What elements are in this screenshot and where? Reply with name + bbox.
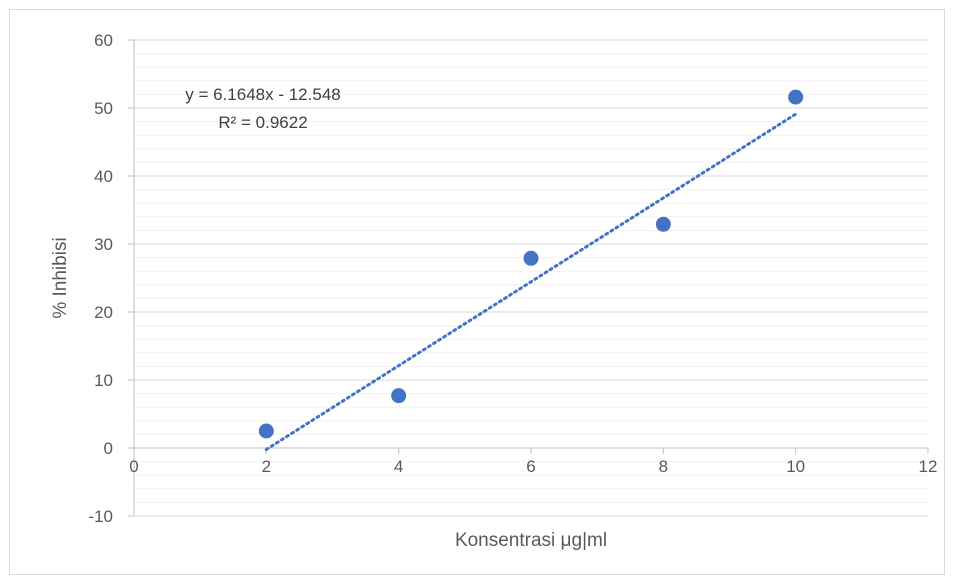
tick-labels: 0 2 4 6 8 10 12 60 50 40 30 20 10 0 -10 [88, 31, 937, 526]
data-points [258, 89, 804, 439]
x-tick-label: 6 [526, 457, 535, 476]
y-tick-label: 40 [94, 167, 113, 186]
y-tick-label: 10 [94, 371, 113, 390]
data-point [523, 250, 539, 266]
x-tick-label: 4 [394, 457, 403, 476]
y-tick-label: 60 [94, 31, 113, 50]
x-tick-label: 0 [129, 457, 138, 476]
trendline [264, 112, 798, 451]
y-tick-label: -10 [88, 507, 113, 526]
x-tick-label: 8 [659, 457, 668, 476]
data-point [655, 216, 671, 232]
x-axis-title: Konsentrasi μg|ml [455, 530, 607, 551]
x-tick-label: 12 [919, 457, 938, 476]
y-tick-label: 30 [94, 235, 113, 254]
x-tick-label: 10 [786, 457, 805, 476]
y-tick-label: 20 [94, 303, 113, 322]
data-point [258, 423, 274, 439]
y-tick-label: 50 [94, 99, 113, 118]
trendline-equation: y = 6.1648x - 12.548 [185, 85, 340, 104]
gridlines [134, 39, 928, 517]
trendline-r-squared: R² = 0.9622 [218, 113, 307, 132]
trendline-path [264, 112, 798, 451]
data-point [788, 89, 804, 105]
y-tick-label: 0 [104, 439, 113, 458]
data-point [391, 388, 407, 404]
axes [128, 39, 929, 517]
y-axis-title: % Inhibisi [50, 237, 71, 318]
x-tick-label: 2 [262, 457, 271, 476]
chart-area [9, 9, 945, 575]
